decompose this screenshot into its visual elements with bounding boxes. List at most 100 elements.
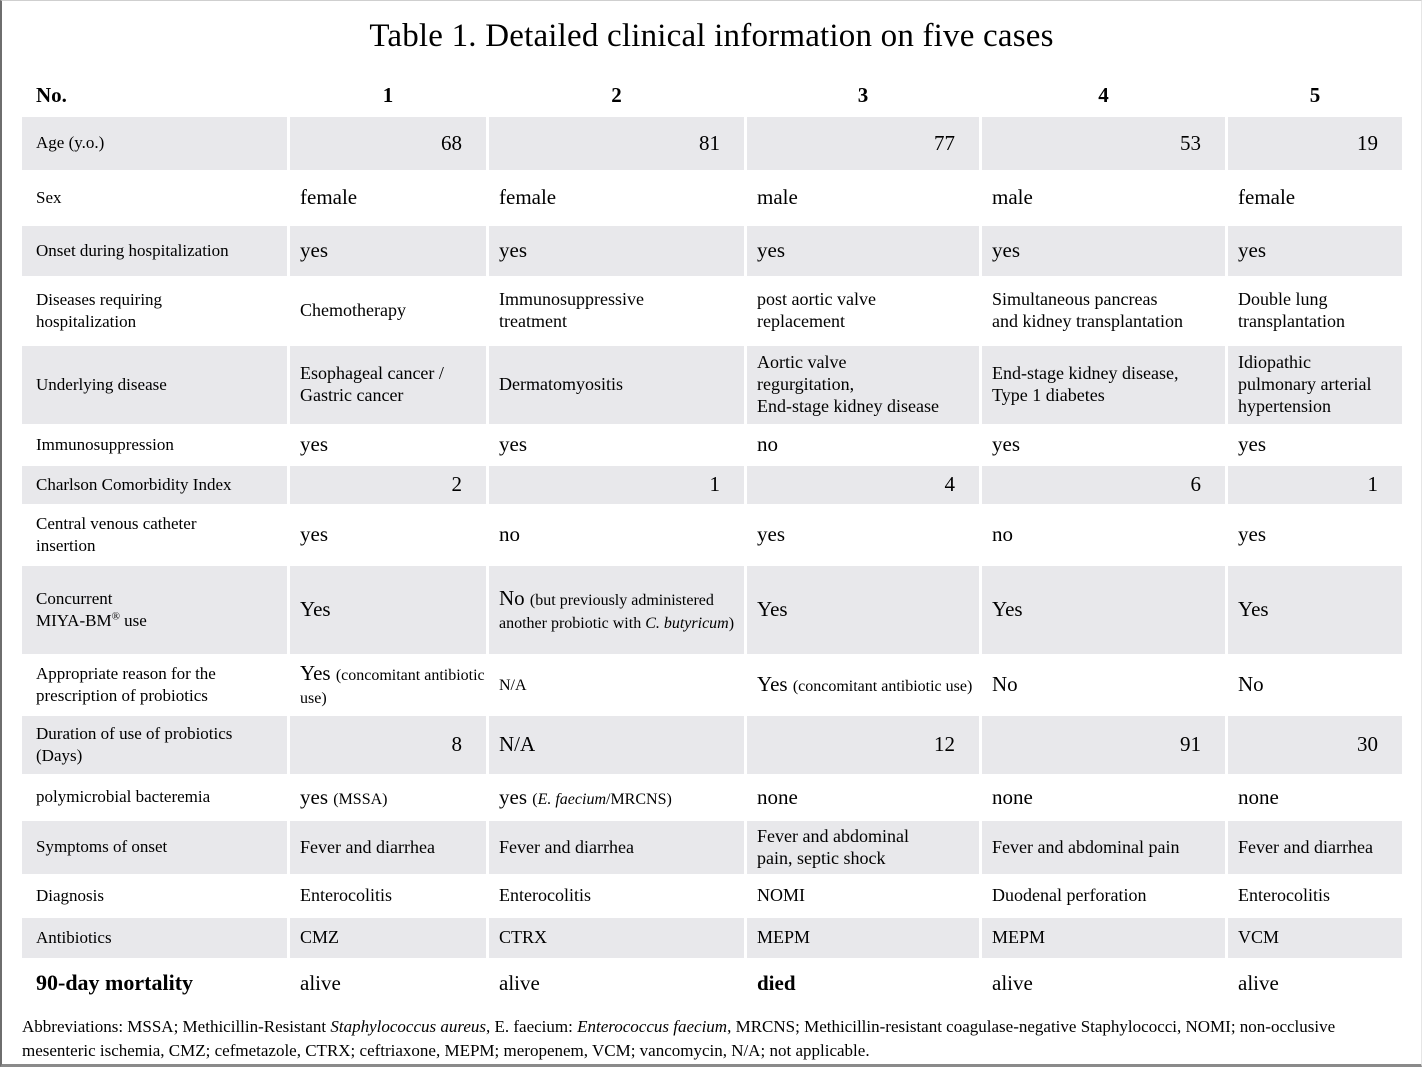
cell-text: Yes (concomitant antibiotic use) (300, 661, 486, 709)
text-segment: alive (499, 970, 540, 995)
text-segment: (concomitant antibiotic use) (792, 678, 973, 696)
text-segment: C. butyricum (645, 614, 729, 632)
table-row-symptoms: Symptoms of onset Fever and diarrhea Fever… (22, 821, 1402, 874)
row-label-text: Charlson Comorbidity Index (36, 474, 232, 494)
header-case-number-3: 3 (747, 61, 979, 115)
header-number-text: 4 (1098, 83, 1109, 108)
cell-text: yes (E. faecium/MRCNS) (499, 785, 672, 811)
row-label-text: Sex (36, 187, 62, 207)
table-row-miyabm: Concurrent MIYA-BM® use Yes No (but previo… (22, 566, 1402, 654)
row-label: Age (y.o.) (22, 117, 287, 170)
cell-text: yes (1238, 238, 1266, 264)
cell-case-3: MEPM (747, 918, 979, 958)
cell-text: CTRX (499, 927, 547, 949)
text-segment: 12 (934, 732, 955, 757)
cell-case-4: alive (982, 960, 1225, 1007)
text-segment: 81 (699, 130, 720, 155)
table-row-underlying: Underlying disease Esophageal cancer / Ga… (22, 346, 1402, 424)
text-segment: VCM (1238, 927, 1280, 948)
row-label-text: 90-day mortality (36, 970, 194, 996)
table-row-mortality: 90-day mortality alive alive died alive alive (22, 960, 1402, 1007)
text-segment: /MRCNS) (606, 790, 672, 808)
cell-case-4: Duodenal perforation (982, 876, 1225, 916)
text-segment: Immunosuppressive treatment (499, 289, 644, 331)
text-segment: yes (300, 432, 328, 457)
text-segment: MEPM (757, 927, 811, 948)
cell-case-1: Fever and diarrhea (290, 821, 486, 874)
text-segment: CMZ (300, 927, 340, 948)
table-row-cvc: Central venous catheter insertion yes no ye… (22, 506, 1402, 564)
text-segment: died (757, 970, 796, 995)
cell-text: yes (499, 432, 527, 458)
cell-text: Chemotherapy (300, 300, 406, 322)
cell-case-2: yes (E. faecium/MRCNS) (489, 776, 744, 819)
text-segment: female (1238, 185, 1296, 210)
text-segment: Yes (757, 672, 793, 697)
cell-text: No (but previously administered another … (499, 586, 744, 634)
cell-case-2: Enterocolitis (489, 876, 744, 916)
cell-case-5: 1 (1228, 466, 1402, 504)
cell-text: Enterocolitis (300, 885, 392, 907)
row-label: Duration of use of probiotics (Days) (22, 716, 287, 774)
cell-case-2: 81 (489, 117, 744, 170)
row-label-text: polymicrobial bacteremia (36, 787, 211, 807)
cell-text: died (757, 971, 796, 997)
cell-text: alive (499, 971, 540, 997)
text-segment: yes (499, 238, 527, 263)
cell-case-5: Enterocolitis (1228, 876, 1402, 916)
text-segment: yes (300, 522, 328, 547)
row-label-text: Age (y.o.) (36, 133, 105, 153)
text-segment: 1 (709, 472, 721, 497)
cell-case-4: MEPM (982, 918, 1225, 958)
text-segment: Idiopathic pulmonary arterial hypertensi… (1238, 352, 1372, 416)
cell-case-4: End-stage kidney disease, Type 1 diabete… (982, 346, 1225, 424)
text-segment: Enterococcus faecium (577, 1017, 728, 1036)
text-segment: 68 (441, 130, 462, 155)
cell-case-5: yes (1228, 426, 1402, 464)
cell-text: 19 (1357, 131, 1378, 157)
text-segment: E. faecium (537, 790, 606, 808)
cell-case-2: Dermatomyositis (489, 346, 744, 424)
row-label: Diagnosis (22, 876, 287, 916)
header-case-number-5: 5 (1228, 61, 1402, 115)
cell-text: 1 (710, 472, 721, 498)
text-segment: Enterocolitis (499, 885, 591, 906)
text-segment: Fever and diarrhea (499, 836, 634, 857)
abbreviations-note: Abbreviations: MSSA; Methicillin-Resista… (22, 1015, 1401, 1063)
cell-text: Fever and abdominal pain, septic shock (757, 826, 909, 870)
text-segment: Fever and abdominal pain (992, 836, 1180, 857)
text-segment: Fever and diarrhea (300, 836, 435, 857)
text-segment: none (992, 784, 1033, 809)
header-case-number-1: 1 (290, 61, 486, 115)
cell-text: CMZ (300, 927, 339, 949)
cell-text: female (1238, 185, 1295, 211)
cell-case-1: yes (MSSA) (290, 776, 486, 819)
text-segment: Yes (992, 597, 1023, 622)
cell-case-5: Idiopathic pulmonary arterial hypertensi… (1228, 346, 1402, 424)
cell-text: Fever and abdominal pain (992, 837, 1179, 859)
cell-case-5: Double lung transplantation (1228, 278, 1402, 344)
cell-text: Yes (757, 597, 788, 623)
cell-text: female (300, 185, 357, 211)
cell-case-1: Esophageal cancer / Gastric cancer (290, 346, 486, 424)
cell-text: 4 (945, 472, 956, 498)
cell-case-2: female (489, 172, 744, 224)
cell-text: yes (992, 238, 1020, 264)
text-segment: yes (499, 784, 533, 809)
text-segment: male (757, 185, 798, 210)
cell-text: no (499, 522, 520, 548)
row-label-text: Onset during hospitalization (36, 240, 229, 260)
cell-case-4: No (982, 656, 1225, 714)
cell-case-2: alive (489, 960, 744, 1007)
cell-case-4: none (982, 776, 1225, 819)
cell-text: Fever and diarrhea (499, 837, 634, 859)
text-segment: Duodenal perforation (992, 885, 1147, 906)
cell-case-5: female (1228, 172, 1402, 224)
cell-case-5: Fever and diarrhea (1228, 821, 1402, 874)
cell-case-1: yes (290, 226, 486, 276)
text-segment: 53 (1180, 130, 1201, 155)
cell-text: Fever and diarrhea (1238, 837, 1373, 859)
cell-text: 2 (452, 472, 463, 498)
text-segment: yes (757, 238, 785, 263)
row-label-text: Immunosuppression (36, 434, 174, 454)
